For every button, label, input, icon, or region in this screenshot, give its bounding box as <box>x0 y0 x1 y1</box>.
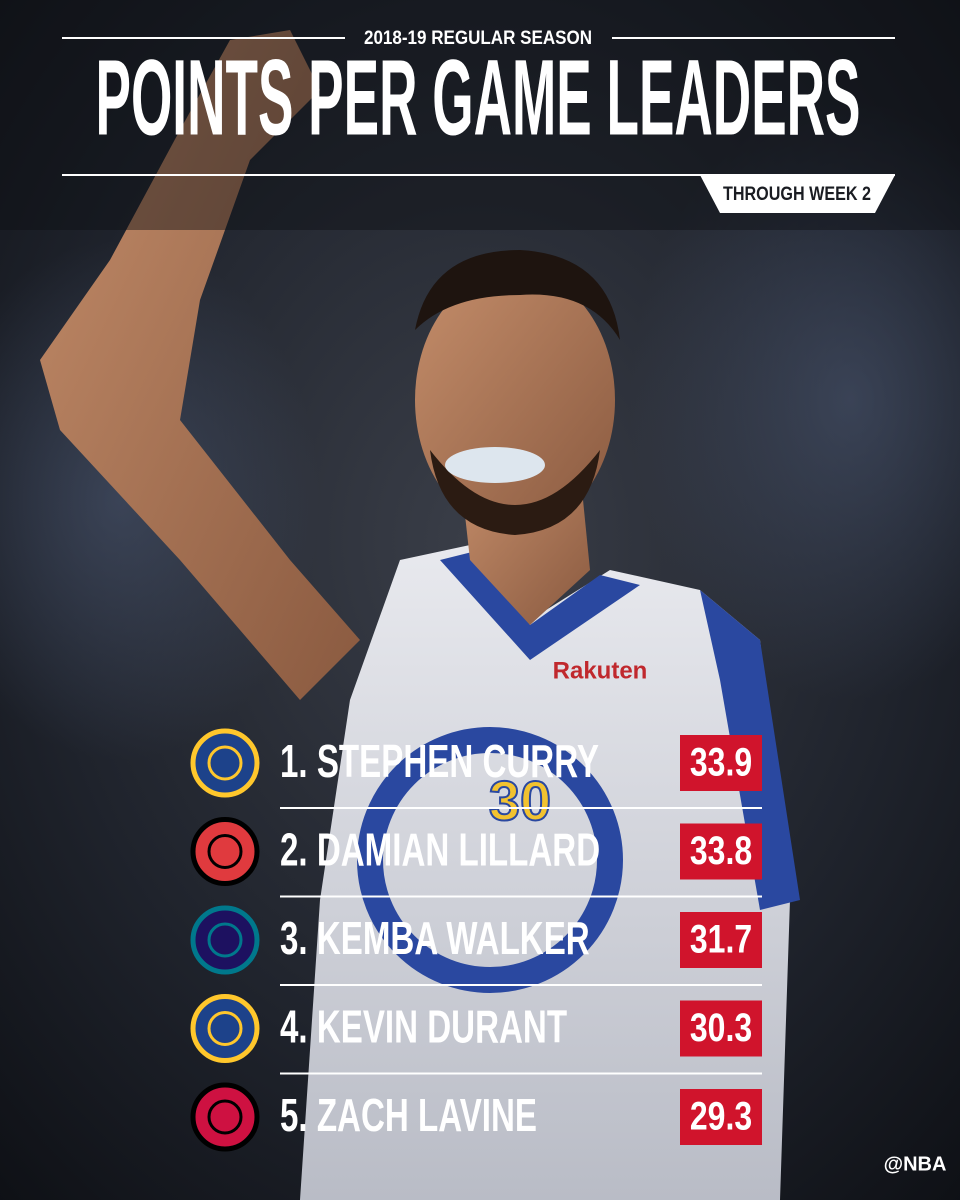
team-logo-inner <box>207 834 243 869</box>
team-logo-inner <box>207 922 243 958</box>
ppg-value: 31.7 <box>690 916 752 961</box>
team-logo <box>190 994 260 1063</box>
jersey-number: 30 <box>489 769 551 832</box>
leader-row: 5. ZACH LAVINE 29.3 <box>190 1082 762 1152</box>
player-name: 1. STEPHEN CURRY <box>280 737 599 787</box>
team-logo <box>190 905 260 975</box>
team-logo <box>190 1082 260 1152</box>
ppg-value: 29.3 <box>690 1093 752 1138</box>
team-logo-inner <box>207 1099 243 1135</box>
value-box <box>680 1089 762 1145</box>
leader-row: 4. KEVIN DURANT 30.3 <box>190 994 762 1075</box>
player-name: 4. KEVIN DURANT <box>280 1002 567 1052</box>
badge <box>700 175 895 213</box>
player-name-wrap: 3. KEMBA WALKER <box>280 914 590 964</box>
value-box <box>680 823 762 880</box>
player-name-wrap: 2. DAMIAN LILLARD <box>280 825 600 875</box>
player-hair <box>415 250 620 340</box>
handle: @NBA <box>884 1153 947 1175</box>
value-wrap: 33.9 <box>690 739 752 784</box>
player-name-wrap: 1. STEPHEN CURRY <box>280 737 599 787</box>
badge-label: THROUGH WEEK 2 <box>723 184 871 205</box>
value-box <box>680 912 762 968</box>
value-box <box>680 735 762 791</box>
title: POINTS PER GAME LEADERS <box>96 37 861 158</box>
team-logo-inner <box>207 1011 243 1046</box>
value-wrap: 31.7 <box>690 916 752 961</box>
ppg-value: 30.3 <box>690 1005 752 1050</box>
jersey-sponsor: Rakuten <box>553 657 648 684</box>
value-wrap: 33.8 <box>690 828 752 873</box>
team-logo <box>190 728 260 798</box>
player-beard <box>430 450 600 535</box>
leader-row: 3. KEMBA WALKER 31.7 <box>190 905 762 986</box>
value-wrap: 30.3 <box>690 1005 752 1050</box>
value-box <box>680 1000 762 1057</box>
player-name: 2. DAMIAN LILLARD <box>280 825 600 875</box>
value-wrap: 29.3 <box>690 1093 752 1138</box>
leader-row: 2. DAMIAN LILLARD 33.8 <box>190 817 762 898</box>
ppg-value: 33.9 <box>690 739 752 784</box>
crowd-blur <box>630 100 960 700</box>
team-logo-inner <box>207 745 243 781</box>
team-logo <box>190 817 260 886</box>
player-name: 5. ZACH LAVINE <box>280 1091 537 1141</box>
jersey-logo <box>357 727 623 993</box>
mouthguard <box>445 447 545 483</box>
player-jersey <box>300 545 790 1200</box>
player-name-wrap: 4. KEVIN DURANT <box>280 1002 567 1052</box>
leader-list: 1. STEPHEN CURRY 33.9 2. DAMIAN LILLARD 33.… <box>190 728 762 1152</box>
player-arm <box>40 30 360 700</box>
player-name: 3. KEMBA WALKER <box>280 914 590 964</box>
leader-row: 1. STEPHEN CURRY 33.9 <box>190 728 762 809</box>
player-name-wrap: 5. ZACH LAVINE <box>280 1091 537 1141</box>
season-label: 2018-19 REGULAR SEASON <box>364 28 592 49</box>
ppg-value: 33.8 <box>690 828 752 873</box>
